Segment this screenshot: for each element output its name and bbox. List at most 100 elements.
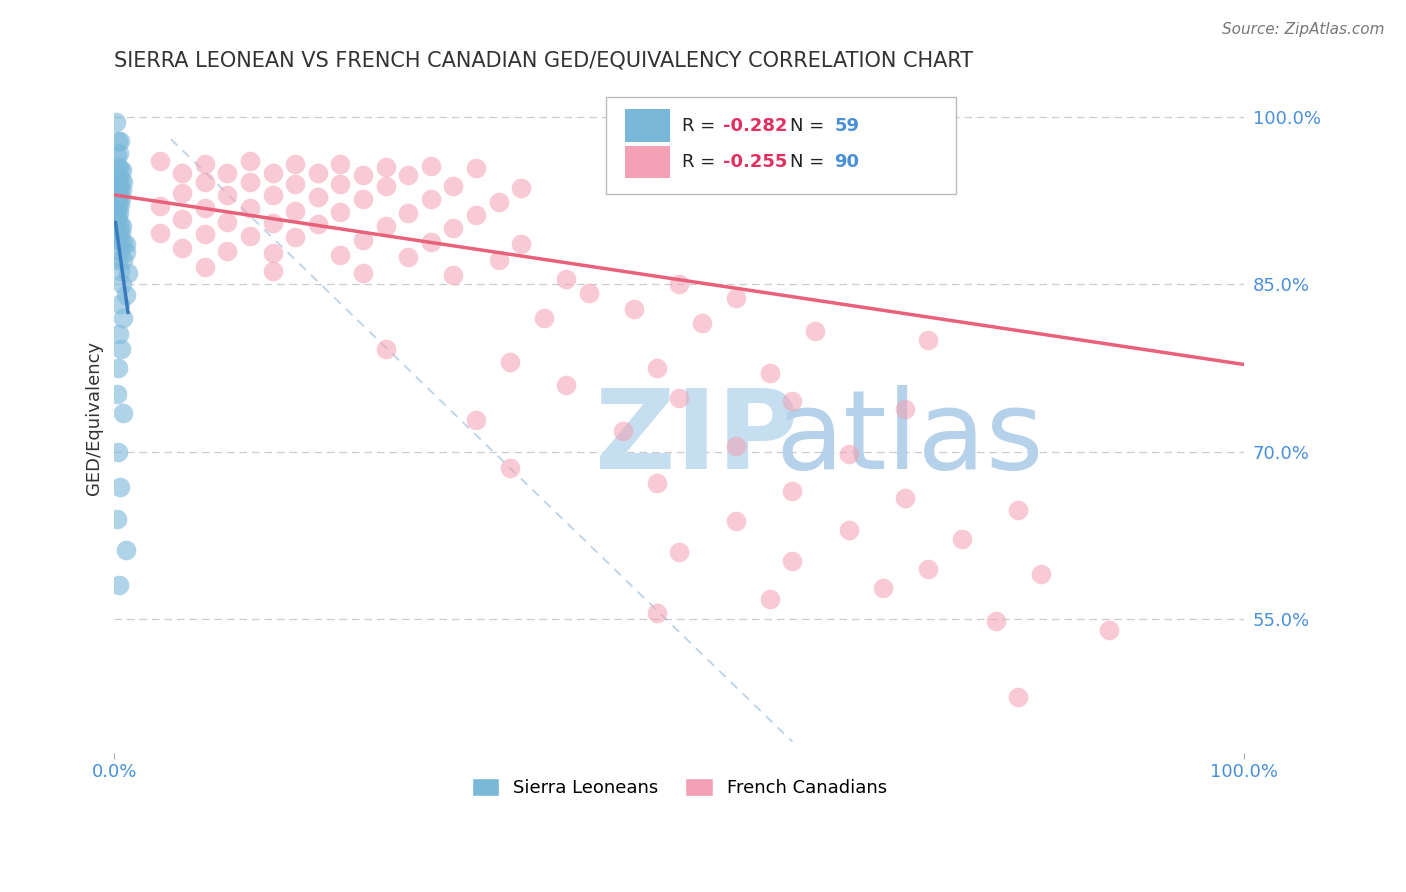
Point (107, 160, 129, 174)
Point (838, 523, 860, 537)
Point (419, 235, 441, 249)
Point (105, 172, 128, 186)
Legend: Sierra Leoneans, French Canadians: Sierra Leoneans, French Canadians (464, 771, 894, 804)
Text: -0.255: -0.255 (724, 153, 787, 171)
Point (194, 175, 217, 189)
Point (194, 157, 217, 171)
Point (838, 447, 860, 461)
Y-axis label: GED/Equivalency: GED/Equivalency (86, 341, 103, 495)
Point (307, 166, 329, 180)
Point (112, 235, 135, 250)
Point (105, 225, 128, 239)
Point (108, 578, 131, 592)
Point (419, 193, 441, 207)
Text: N =: N = (790, 153, 830, 171)
Point (217, 166, 239, 180)
Point (510, 237, 533, 252)
Point (352, 193, 374, 207)
FancyBboxPatch shape (606, 96, 956, 194)
Point (172, 166, 194, 180)
Text: atlas: atlas (776, 384, 1043, 491)
Point (499, 461, 522, 475)
Point (104, 182, 127, 196)
Point (107, 197, 129, 211)
Point (239, 175, 262, 189)
Text: ZIP: ZIP (595, 384, 799, 491)
Point (172, 186, 194, 200)
Point (612, 425, 634, 439)
Point (114, 244, 136, 259)
Point (239, 229, 262, 244)
Point (117, 266, 139, 280)
Point (114, 542, 136, 557)
Point (623, 301, 645, 316)
Point (307, 217, 329, 231)
Point (396, 206, 419, 220)
Point (108, 134, 131, 148)
Point (396, 251, 419, 265)
Point (108, 171, 131, 186)
Point (194, 260, 217, 275)
Point (262, 188, 284, 202)
Point (110, 173, 132, 187)
Point (555, 377, 578, 392)
Point (111, 184, 134, 198)
Point (759, 591, 782, 606)
Point (782, 554, 804, 568)
Point (645, 475, 668, 490)
Point (374, 179, 396, 194)
Point (112, 405, 135, 419)
Point (1098, 623, 1121, 637)
Text: Source: ZipAtlas.com: Source: ZipAtlas.com (1222, 22, 1385, 37)
Point (105, 204, 128, 219)
Point (396, 168, 419, 182)
Point (804, 324, 827, 338)
Point (108, 327, 131, 342)
Point (107, 233, 129, 247)
Point (307, 190, 329, 204)
Point (108, 297, 131, 311)
Point (108, 234, 131, 248)
Point (329, 177, 352, 191)
Point (352, 233, 374, 247)
Point (984, 614, 1007, 628)
Point (108, 244, 131, 258)
Point (782, 394, 804, 409)
Point (110, 342, 132, 356)
Point (194, 202, 217, 216)
Point (488, 252, 510, 267)
Point (111, 219, 134, 234)
Point (172, 242, 194, 256)
Point (1029, 567, 1052, 582)
Text: 90: 90 (834, 153, 859, 171)
Point (894, 402, 917, 417)
Point (1007, 690, 1029, 704)
Point (107, 360, 129, 375)
Point (555, 271, 578, 285)
Point (329, 248, 352, 262)
Point (104, 213, 127, 227)
Point (668, 545, 690, 559)
Point (950, 532, 973, 546)
Point (217, 188, 239, 202)
Point (108, 145, 131, 160)
Point (108, 198, 131, 212)
Point (465, 413, 488, 427)
Point (108, 264, 131, 278)
Point (465, 208, 488, 222)
Point (533, 310, 555, 325)
Point (108, 218, 131, 232)
Text: SIERRA LEONEAN VS FRENCH CANADIAN GED/EQUIVALENCY CORRELATION CHART: SIERRA LEONEAN VS FRENCH CANADIAN GED/EQ… (114, 51, 973, 70)
Point (108, 162, 131, 177)
Point (108, 480, 131, 494)
Point (917, 333, 939, 347)
Point (104, 198, 127, 212)
Point (284, 177, 307, 191)
Point (239, 202, 262, 216)
Point (329, 157, 352, 171)
Point (374, 219, 396, 234)
Point (262, 246, 284, 260)
Point (419, 159, 441, 173)
Point (108, 190, 131, 204)
Point (107, 444, 129, 458)
